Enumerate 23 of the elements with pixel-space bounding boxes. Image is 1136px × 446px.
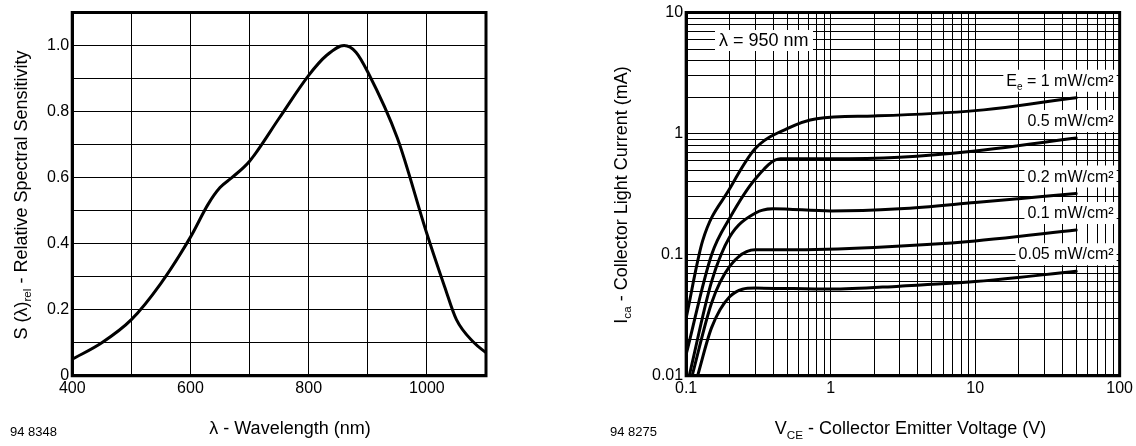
y-tick-label: 0.2: [46, 300, 70, 318]
y-tick-label: 0.8: [46, 102, 70, 120]
text: 94 8275: [610, 424, 657, 439]
y-tick-label: 0.1: [660, 245, 684, 263]
x-tick-label: 100: [1106, 378, 1134, 396]
y-tick-label: 10: [665, 3, 684, 21]
x-tick-label: 600: [177, 378, 204, 396]
y-tick-label: 0.4: [46, 234, 70, 252]
y-tick-label: 0.6: [46, 168, 70, 186]
x-axis-title: λ - Wavelength (nm): [209, 418, 371, 439]
series-label: 0.2 mW/cm²: [1027, 167, 1115, 185]
series-label: 0.05 mW/cm²: [1018, 245, 1115, 263]
x-tick-label: 1: [826, 378, 836, 396]
x-tick-label: 10: [966, 378, 985, 396]
text: 94 8348: [10, 424, 57, 439]
x-axis-title: V$_{CE}$ - Collector Emitter Voltage (V): [774, 418, 1047, 441]
x-tick-label: 1000: [409, 378, 445, 396]
series-label: 0.1 mW/cm²: [1027, 204, 1115, 222]
x-tick-label: 800: [295, 378, 323, 396]
y-tick-label: 1.0: [46, 36, 70, 54]
y-tick-label: 1: [674, 124, 684, 142]
series-label: 0.5 mW/cm²: [1027, 112, 1115, 130]
annotation: λ = 950 nm: [715, 30, 813, 51]
